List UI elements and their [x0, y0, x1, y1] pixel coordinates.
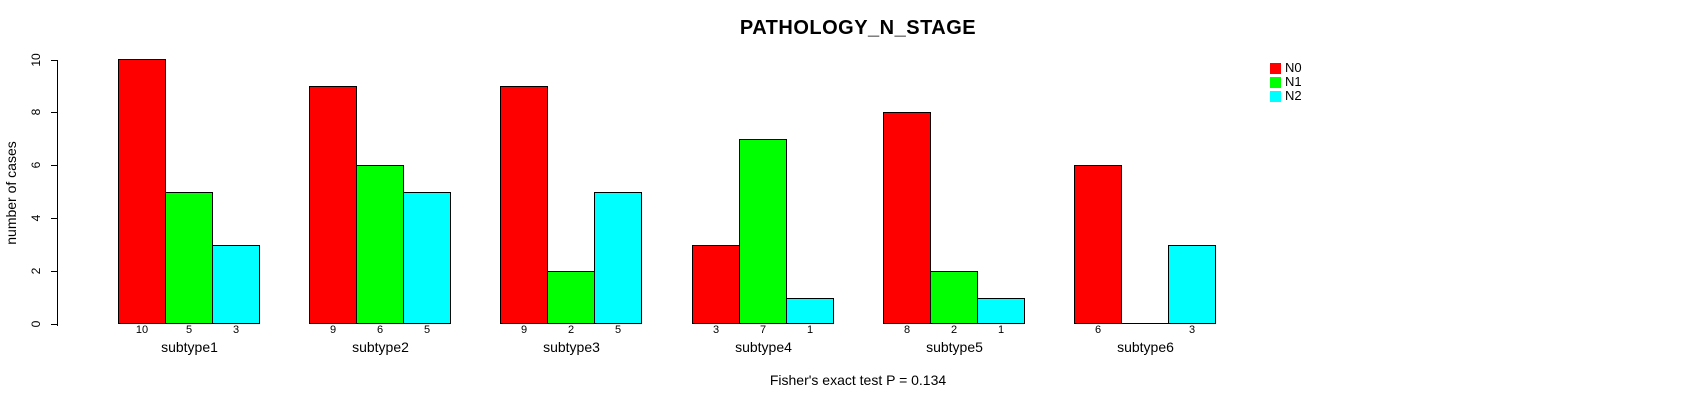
bar-value-label: 2 — [567, 324, 575, 336]
bar-value-label: 3 — [232, 324, 240, 336]
bar-N0-subtype6 — [1074, 165, 1122, 324]
y-tick-label: 2 — [29, 267, 43, 275]
chart-title: PATHOLOGY_N_STAGE — [739, 17, 977, 39]
bar-N2-subtype5 — [977, 298, 1025, 324]
y-tick-mark — [51, 324, 58, 325]
bar-N1-subtype2 — [356, 165, 404, 324]
y-axis-line — [57, 60, 58, 326]
bar-value-label: 6 — [376, 324, 384, 336]
y-tick-label: 10 — [29, 53, 43, 67]
bar-value-label: 1 — [997, 324, 1005, 336]
category-label: subtype3 — [543, 339, 600, 355]
y-tick-mark — [51, 218, 58, 219]
legend-label-N0: N0 — [1285, 60, 1302, 75]
fisher-test-annotation: Fisher's exact test P = 0.134 — [769, 372, 947, 388]
category-label: subtype5 — [926, 339, 983, 355]
y-tick-label: 6 — [29, 161, 43, 169]
y-axis-label: number of cases — [3, 141, 19, 245]
bar-value-label: 3 — [1188, 324, 1196, 336]
legend-swatch-N2 — [1270, 91, 1281, 102]
bar-value-label: 9 — [329, 324, 337, 336]
bar-value-label: 5 — [423, 324, 431, 336]
legend-swatch-N0 — [1270, 63, 1281, 74]
legend-swatch-N1 — [1270, 77, 1281, 88]
bar-N2-subtype1 — [212, 245, 260, 324]
bar-N2-subtype2 — [403, 192, 451, 324]
y-tick-mark — [51, 271, 58, 272]
bar-value-label: 1 — [806, 324, 814, 336]
bar-N0-subtype1 — [118, 59, 166, 324]
bar-N0-subtype5 — [883, 112, 931, 324]
bar-value-label: 8 — [903, 324, 911, 336]
bar-N2-subtype3 — [594, 192, 642, 324]
bar-N0-subtype4 — [692, 245, 740, 324]
bar-N1-subtype6 — [1121, 323, 1169, 324]
category-label: subtype1 — [161, 339, 218, 355]
y-tick-mark — [51, 165, 58, 166]
category-label: subtype4 — [735, 339, 792, 355]
y-tick-label: 4 — [29, 214, 43, 222]
category-label: subtype2 — [352, 339, 409, 355]
bar-value-label: 6 — [1094, 324, 1102, 336]
legend-label-N2: N2 — [1285, 88, 1302, 103]
y-tick-label: 0 — [29, 320, 43, 328]
category-label: subtype6 — [1117, 339, 1174, 355]
bar-value-label: 2 — [950, 324, 958, 336]
bar-N0-subtype3 — [500, 86, 548, 324]
bar-value-label: 5 — [185, 324, 193, 336]
bar-value-label: 3 — [712, 324, 720, 336]
bar-value-label: 7 — [759, 324, 767, 336]
y-tick-mark — [51, 60, 58, 61]
bar-N1-subtype5 — [930, 271, 978, 324]
bar-N2-subtype6 — [1168, 245, 1216, 324]
bar-N0-subtype2 — [309, 86, 357, 324]
legend-label-N1: N1 — [1285, 74, 1302, 89]
bar-N2-subtype4 — [786, 298, 834, 324]
bar-N1-subtype4 — [739, 139, 787, 324]
bar-value-label: 10 — [135, 324, 149, 336]
bar-N1-subtype1 — [165, 192, 213, 324]
bar-N1-subtype3 — [547, 271, 595, 324]
bar-value-label: 9 — [520, 324, 528, 336]
bar-value-label: 5 — [614, 324, 622, 336]
y-tick-mark — [51, 112, 58, 113]
y-tick-label: 8 — [29, 108, 43, 116]
